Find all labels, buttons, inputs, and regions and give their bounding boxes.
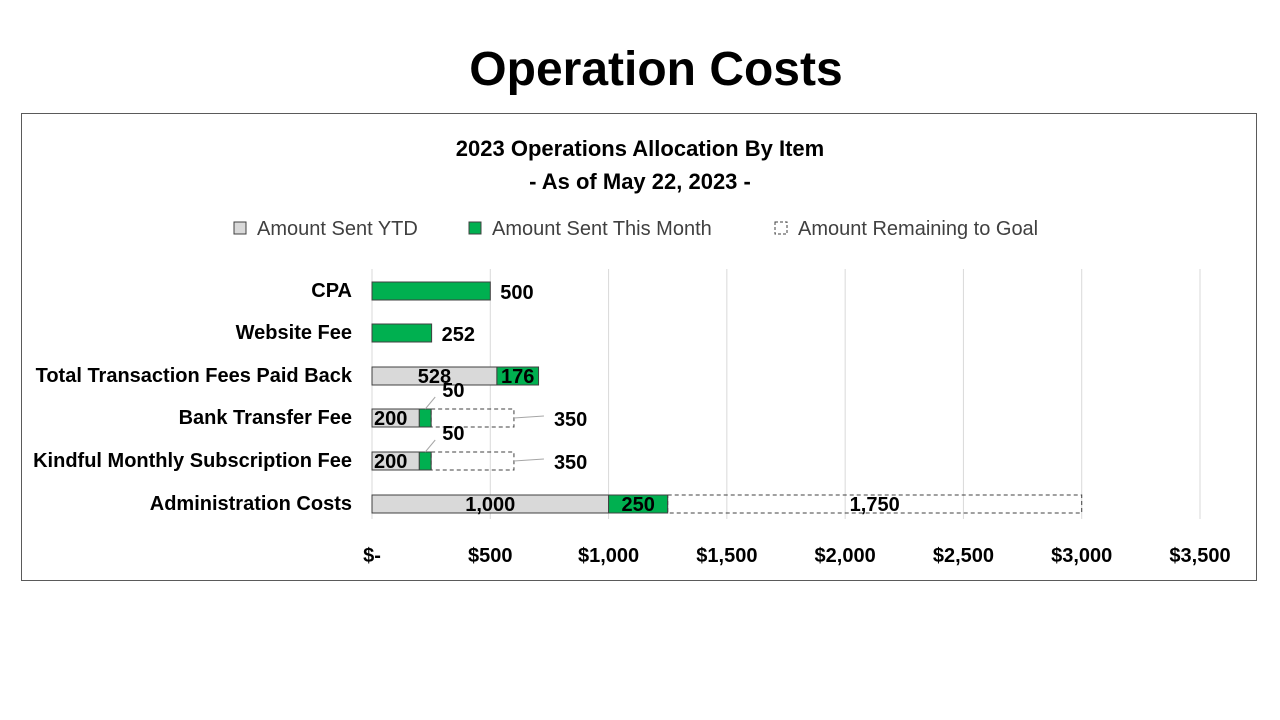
category-label-administration-costs: Administration Costs (150, 493, 352, 515)
bar-bank-transfer-fee-amount-sent-this-month (418, 408, 432, 428)
x-tick-label: $1,000 (578, 545, 639, 567)
gridlines (371, 269, 1201, 519)
leader-line (513, 458, 544, 462)
bar-website-fee-amount-sent-this-month (371, 323, 433, 343)
legend-label-amount-sent-this-month: Amount Sent This Month (492, 218, 712, 240)
data-label-kindful-monthly-subscription-fee-amount-sent-ytd: 200 (374, 451, 407, 473)
operations-chart: 2023 Operations Allocation By Item - As … (33, 136, 1230, 567)
legend-label-amount-remaining-to-goal: Amount Remaining to Goal (798, 218, 1038, 240)
leader-line (424, 396, 436, 410)
legend-swatch-amount-sent-ytd (233, 221, 247, 235)
x-tick-label: $1,500 (696, 545, 757, 567)
x-tick-label: $2,500 (933, 545, 994, 567)
data-label-kindful-monthly-subscription-fee-amount-remaining-to-goal: 350 (554, 452, 587, 474)
x-axis: $- $500 $1,000 $1,500 $2,000 $2,500 $3,000 $3,5… (363, 545, 1230, 567)
chart-subtitle: - As of May 22, 2023 - (529, 169, 751, 194)
bar-administration-costs-amount-remaining-to-goal (667, 494, 1083, 514)
data-label-kindful-monthly-subscription-fee-amount-sent-this-month: 50 (442, 423, 464, 445)
data-label-administration-costs-amount-sent-this-month: 250 (621, 494, 654, 516)
legend-swatch-amount-sent-this-month (468, 221, 482, 235)
bars (371, 281, 1083, 514)
data-label-cpa-amount-sent-this-month: 500 (500, 282, 533, 304)
leader-line (424, 439, 436, 453)
leader-line (513, 415, 544, 419)
x-tick-label: $500 (468, 545, 513, 567)
data-label-bank-transfer-fee-amount-remaining-to-goal: 350 (554, 409, 587, 431)
bar-kindful-monthly-subscription-fee-amount-sent-this-month (418, 451, 432, 471)
category-label-cpa: CPA (311, 280, 352, 302)
x-tick-label: $3,500 (1169, 545, 1230, 567)
bar-total-transaction-fees-paid-back-amount-sent-this-month (496, 366, 540, 386)
bar-cpa-amount-sent-this-month (371, 281, 491, 301)
bar-kindful-monthly-subscription-fee-amount-remaining-to-goal (430, 451, 515, 471)
data-labels: 500 252 528 176 200 50 350 200 50 350 1,000 250 1,75… (374, 282, 900, 516)
chart-title: 2023 Operations Allocation By Item (456, 136, 824, 161)
category-label-website-fee: Website Fee (236, 322, 352, 344)
legend-label-amount-sent-ytd: Amount Sent YTD (257, 218, 418, 240)
data-label-bank-transfer-fee-amount-sent-ytd: 200 (374, 408, 407, 430)
data-label-website-fee-amount-sent-this-month: 252 (442, 324, 475, 346)
data-label-total-transaction-fees-paid-back-amount-sent-this-month: 176 (501, 366, 534, 388)
legend-swatch-amount-remaining-to-goal (774, 221, 788, 235)
page-title: Operation Costs (469, 43, 843, 96)
category-label-total-transaction-fees-paid-back: Total Transaction Fees Paid Back (36, 365, 353, 387)
y-axis: CPA Website Fee Total Transaction Fees Pai… (33, 280, 353, 515)
leader-lines (424, 396, 544, 462)
x-tick-label: $- (363, 545, 381, 567)
legend: Amount Sent YTD Amount Sent This Month Amo… (233, 218, 1038, 240)
category-label-bank-transfer-fee: Bank Transfer Fee (179, 407, 352, 429)
x-tick-label: $2,000 (815, 545, 876, 567)
x-tick-label: $3,000 (1051, 545, 1112, 567)
data-label-total-transaction-fees-paid-back-amount-sent-ytd: 528 (418, 366, 451, 388)
data-label-administration-costs-amount-remaining-to-goal: 1,750 (850, 494, 900, 516)
category-label-kindful-monthly-subscription-fee: Kindful Monthly Subscription Fee (33, 450, 352, 472)
chart-frame: 2023 Operations Allocation By Item - As … (21, 113, 1257, 581)
data-label-administration-costs-amount-sent-ytd: 1,000 (465, 494, 515, 516)
data-label-bank-transfer-fee-amount-sent-this-month: 50 (442, 380, 464, 402)
